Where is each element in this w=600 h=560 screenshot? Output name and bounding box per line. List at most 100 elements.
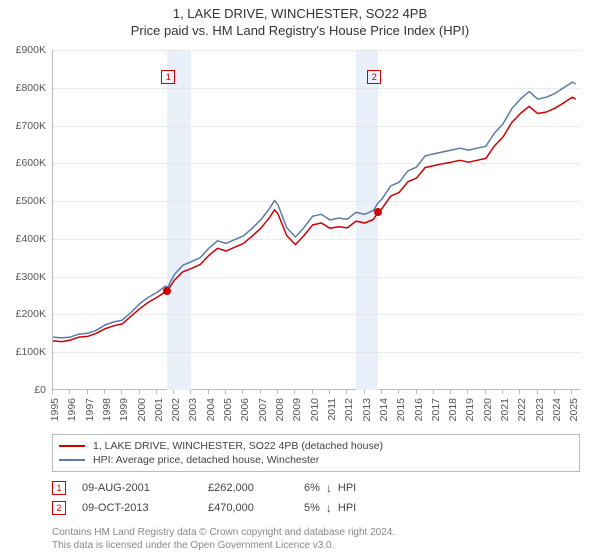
diff-pct: 5% xyxy=(304,502,320,514)
legend: 1, LAKE DRIVE, WINCHESTER, SO22 4PB (det… xyxy=(52,434,580,472)
x-tick-label: 2021 xyxy=(499,398,511,421)
x-tick xyxy=(416,390,417,394)
x-tick xyxy=(277,390,278,394)
y-tick-label: £700K xyxy=(0,120,46,132)
transaction-date: 09-OCT-2013 xyxy=(82,502,192,514)
legend-swatch xyxy=(59,445,85,447)
y-tick-label: £300K xyxy=(0,271,46,283)
x-tick-label: 2004 xyxy=(205,398,217,421)
x-tick-label: 2014 xyxy=(378,398,390,421)
x-tick-label: 2003 xyxy=(187,398,199,421)
titles: 1, LAKE DRIVE, WINCHESTER, SO22 4PB Pric… xyxy=(0,0,600,38)
legend-item: HPI: Average price, detached house, Winc… xyxy=(59,453,573,467)
transaction-date: 09-AUG-2001 xyxy=(82,482,192,494)
x-tick xyxy=(519,390,520,394)
arrow-down-icon: ↓ xyxy=(326,501,332,515)
x-tick-label: 2001 xyxy=(153,398,165,421)
x-tick xyxy=(381,390,382,394)
x-tick-label: 2022 xyxy=(516,398,528,421)
transaction-marker: 2 xyxy=(52,501,66,515)
x-tick-label: 2015 xyxy=(395,398,407,421)
diff-vs: HPI xyxy=(338,482,356,494)
y-tick-label: £400K xyxy=(0,233,46,245)
transaction-diff: 5% ↓ HPI xyxy=(304,501,414,515)
x-tick-label: 2008 xyxy=(274,398,286,421)
x-tick-label: 1999 xyxy=(118,398,130,421)
y-tick-label: £200K xyxy=(0,308,46,320)
x-tick-label: 2000 xyxy=(136,398,148,421)
y-tick-label: £900K xyxy=(0,44,46,56)
x-tick-label: 1997 xyxy=(84,398,96,421)
y-tick-label: £800K xyxy=(0,82,46,94)
x-tick-label: 2019 xyxy=(464,398,476,421)
x-tick-label: 2018 xyxy=(447,398,459,421)
diff-vs: HPI xyxy=(338,502,356,514)
x-tick-label: 2007 xyxy=(257,398,269,421)
x-tick xyxy=(312,390,313,394)
x-tick-label: 2010 xyxy=(309,398,321,421)
sale-dot xyxy=(163,287,171,295)
x-tick xyxy=(346,390,347,394)
title-subtitle: Price paid vs. HM Land Registry's House … xyxy=(0,23,600,38)
x-tick xyxy=(433,390,434,394)
x-tick-label: 2011 xyxy=(326,398,338,421)
x-tick-label: 1996 xyxy=(66,398,78,421)
x-tick xyxy=(87,390,88,394)
diff-pct: 6% xyxy=(304,482,320,494)
x-tick xyxy=(208,390,209,394)
x-tick xyxy=(173,390,174,394)
chart-container: 1, LAKE DRIVE, WINCHESTER, SO22 4PB Pric… xyxy=(0,0,600,560)
y-tick-label: £100K xyxy=(0,346,46,358)
x-tick-label: 1998 xyxy=(101,398,113,421)
transaction-price: £470,000 xyxy=(208,502,288,514)
x-tick xyxy=(450,390,451,394)
sale-dot xyxy=(374,208,382,216)
x-tick-label: 2017 xyxy=(430,398,442,421)
x-tick-label: 2023 xyxy=(534,398,546,421)
x-tick xyxy=(225,390,226,394)
x-tick-label: 2013 xyxy=(361,398,373,421)
transaction-marker: 1 xyxy=(52,481,66,495)
y-tick-label: £0 xyxy=(0,384,46,396)
title-address: 1, LAKE DRIVE, WINCHESTER, SO22 4PB xyxy=(0,6,600,21)
x-tick xyxy=(294,390,295,394)
x-tick xyxy=(242,390,243,394)
x-tick-label: 2005 xyxy=(222,398,234,421)
x-tick xyxy=(329,390,330,394)
series-line xyxy=(53,97,576,341)
x-tick xyxy=(485,390,486,394)
x-tick xyxy=(571,390,572,394)
x-tick xyxy=(52,390,53,394)
legend-label: HPI: Average price, detached house, Winc… xyxy=(93,454,319,466)
x-tick-label: 2012 xyxy=(343,398,355,421)
arrow-down-icon: ↓ xyxy=(326,481,332,495)
footer-line1: Contains HM Land Registry data © Crown c… xyxy=(52,526,580,539)
transactions-table: 109-AUG-2001£262,0006%↓HPI209-OCT-2013£4… xyxy=(52,478,580,518)
footer: Contains HM Land Registry data © Crown c… xyxy=(52,526,580,552)
x-tick xyxy=(260,390,261,394)
x-tick-label: 2020 xyxy=(482,398,494,421)
x-tick xyxy=(139,390,140,394)
x-tick xyxy=(364,390,365,394)
x-tick-label: 2024 xyxy=(551,398,563,421)
series-line xyxy=(53,82,576,338)
x-tick xyxy=(554,390,555,394)
x-tick-label: 2006 xyxy=(239,398,251,421)
x-tick xyxy=(104,390,105,394)
x-tick xyxy=(467,390,468,394)
legend-label: 1, LAKE DRIVE, WINCHESTER, SO22 4PB (det… xyxy=(93,440,383,452)
x-tick xyxy=(190,390,191,394)
plot-area: 12 xyxy=(52,50,580,390)
x-tick xyxy=(69,390,70,394)
footer-line2: This data is licensed under the Open Gov… xyxy=(52,539,580,552)
legend-swatch xyxy=(59,459,85,461)
x-tick xyxy=(156,390,157,394)
annotation-marker: 1 xyxy=(161,70,175,84)
legend-item: 1, LAKE DRIVE, WINCHESTER, SO22 4PB (det… xyxy=(59,439,573,453)
line-series xyxy=(53,50,581,390)
x-tick xyxy=(537,390,538,394)
y-tick-label: £600K xyxy=(0,157,46,169)
annotation-marker: 2 xyxy=(367,70,381,84)
y-tick-label: £500K xyxy=(0,195,46,207)
x-tick xyxy=(502,390,503,394)
